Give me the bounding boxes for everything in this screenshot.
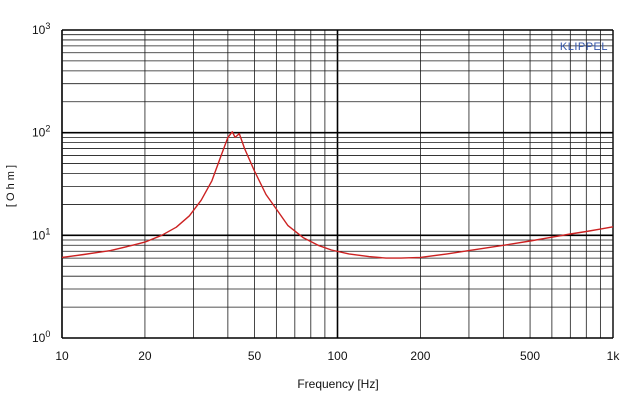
plot-area <box>61 131 614 259</box>
x-tick-label: 1k <box>607 349 621 363</box>
x-tick-label: 100 <box>327 349 347 363</box>
y-tick-label: 101 <box>32 226 50 242</box>
x-axis-ticks: 10 20 50 100 200 500 1k <box>55 349 620 363</box>
x-tick-label: 50 <box>248 349 262 363</box>
x-tick-label: 500 <box>520 349 540 363</box>
x-tick-label: 20 <box>138 349 152 363</box>
y-axis-ticks: 100 101 102 103 <box>32 21 50 345</box>
x-tick-label: 200 <box>410 349 430 363</box>
x-axis-label: Frequency [Hz] <box>297 377 378 391</box>
y-axis-label: [ O h m ] <box>5 165 17 207</box>
y-tick-label: 103 <box>32 21 50 37</box>
impedance-curve <box>61 131 614 259</box>
grid-lines <box>61 29 614 339</box>
y-tick-label: 102 <box>32 124 50 140</box>
x-tick-label: 10 <box>55 349 69 363</box>
y-tick-label: 100 <box>32 329 50 345</box>
watermark: KLIPPEL <box>560 41 608 53</box>
